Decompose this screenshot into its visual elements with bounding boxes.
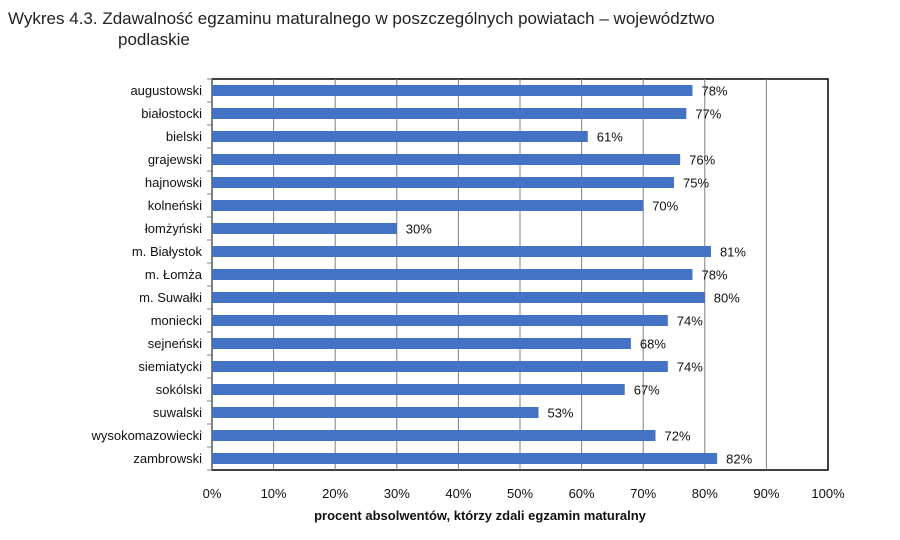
category-label: sokólski xyxy=(156,382,202,397)
category-label: siemiatycki xyxy=(138,359,202,374)
category-label: łomżyński xyxy=(145,221,202,236)
bar xyxy=(212,246,711,257)
bar xyxy=(212,407,539,418)
value-label: 61% xyxy=(597,130,623,145)
value-label: 80% xyxy=(714,291,740,306)
value-label: 77% xyxy=(695,107,721,122)
category-label: wysokomazowiecki xyxy=(90,428,202,443)
value-label: 74% xyxy=(677,314,703,329)
bar xyxy=(212,154,681,165)
x-tick-label: 80% xyxy=(692,486,718,501)
value-label: 75% xyxy=(683,176,709,191)
value-label: 30% xyxy=(406,222,432,237)
category-label: grajewski xyxy=(148,152,202,167)
bar xyxy=(212,85,693,96)
category-label: kolneński xyxy=(148,198,202,213)
x-tick-label: 40% xyxy=(445,486,471,501)
bar xyxy=(212,430,656,441)
value-label: 81% xyxy=(720,245,746,260)
chart-title: Wykres 4.3. Zdawalność egzaminu maturaln… xyxy=(8,8,888,50)
x-tick-label: 30% xyxy=(384,486,410,501)
bar xyxy=(212,269,693,280)
bar xyxy=(212,384,625,395)
bar xyxy=(212,223,397,234)
value-label: 74% xyxy=(677,360,703,375)
chart-title-line1: Wykres 4.3. Zdawalność egzaminu maturaln… xyxy=(8,9,715,28)
category-label: suwalski xyxy=(153,405,202,420)
bar xyxy=(212,108,687,119)
category-label: zambrowski xyxy=(133,451,202,466)
value-label: 67% xyxy=(634,383,660,398)
value-label: 72% xyxy=(665,429,691,444)
category-label: augustowski xyxy=(130,83,202,98)
bar xyxy=(212,315,668,326)
value-label: 78% xyxy=(701,268,727,283)
value-label: 70% xyxy=(652,199,678,214)
category-label: m. Suwałki xyxy=(139,290,202,305)
category-label: moniecki xyxy=(151,313,202,328)
value-label: 53% xyxy=(547,406,573,421)
x-axis-title: procent absolwentów, którzy zdali egzami… xyxy=(314,508,647,523)
bar xyxy=(212,453,718,464)
value-label: 78% xyxy=(701,84,727,99)
chart-title-line2: podlaskie xyxy=(118,30,190,49)
x-tick-label: 0% xyxy=(203,486,222,501)
x-tick-label: 60% xyxy=(569,486,595,501)
x-tick-label: 20% xyxy=(322,486,348,501)
value-label: 82% xyxy=(726,452,752,467)
value-label: 68% xyxy=(640,337,666,352)
category-label: hajnowski xyxy=(145,175,202,190)
x-tick-label: 70% xyxy=(630,486,656,501)
bar xyxy=(212,361,668,372)
category-label: sejneński xyxy=(148,336,202,351)
category-label: m. Łomża xyxy=(145,267,203,282)
x-tick-label: 50% xyxy=(507,486,533,501)
x-tick-label: 100% xyxy=(811,486,845,501)
category-label: m. Białystok xyxy=(132,244,203,259)
x-tick-label: 90% xyxy=(753,486,779,501)
value-label: 76% xyxy=(689,153,715,168)
bar xyxy=(212,131,588,142)
bar xyxy=(212,200,644,211)
category-label: białostocki xyxy=(141,106,202,121)
x-tick-label: 10% xyxy=(261,486,287,501)
bar xyxy=(212,292,705,303)
category-label: bielski xyxy=(166,129,202,144)
bar xyxy=(212,177,674,188)
bar xyxy=(212,338,631,349)
